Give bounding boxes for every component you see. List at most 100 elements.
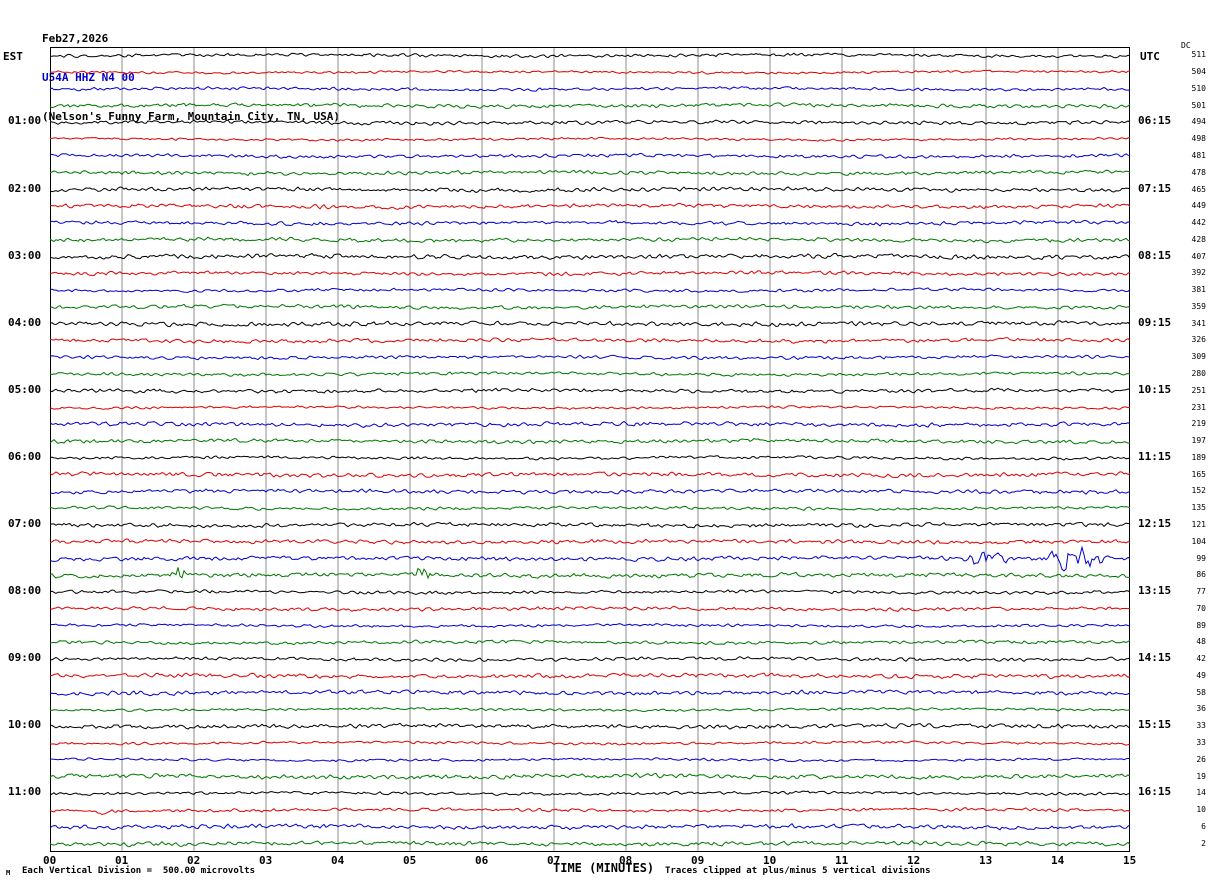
- est-hour-label: 11:00: [8, 785, 42, 799]
- x-tick-label: 04: [331, 854, 345, 867]
- seismo-trace-row-27: [50, 505, 1130, 511]
- seismo-trace-row-0: [50, 52, 1130, 59]
- dc-axis-title: DC: [1181, 41, 1191, 50]
- est-hour-label: 10:00: [8, 718, 42, 732]
- dc-value-label: 89: [1196, 620, 1206, 630]
- utc-hour-label: 14:15: [1138, 651, 1172, 665]
- x-tick-label: 14: [1051, 854, 1065, 867]
- seismo-trace-row-36: [50, 656, 1130, 663]
- x-tick-label: 03: [259, 854, 273, 867]
- utc-hour-label: 07:15: [1138, 181, 1172, 195]
- dc-value-label: 326: [1191, 335, 1206, 345]
- dc-value-label: 2: [1201, 838, 1206, 848]
- seismo-trace-row-1: [50, 69, 1130, 75]
- x-tick-label: 08: [619, 854, 633, 867]
- dc-value-label: 381: [1191, 285, 1206, 295]
- dc-value-label: 14: [1196, 788, 1206, 798]
- seismo-trace-row-28: [50, 521, 1130, 529]
- dc-value-label: 341: [1191, 318, 1206, 328]
- seismo-trace-row-35: [50, 639, 1130, 646]
- seismo-trace-row-14: [50, 287, 1130, 293]
- utc-hour-label: 10:15: [1138, 382, 1172, 396]
- dc-value-label: 49: [1196, 670, 1206, 680]
- dc-value-label: 407: [1191, 251, 1206, 261]
- dc-value-label: 6: [1201, 821, 1206, 831]
- header-date: Feb27,2026: [42, 32, 109, 45]
- dc-value-label: 481: [1191, 151, 1206, 160]
- seismo-trace-row-15: [50, 303, 1130, 310]
- utc-hour-label: 16:15: [1138, 785, 1172, 799]
- dc-value-label: 99: [1196, 553, 1206, 563]
- dc-value-label: 42: [1196, 654, 1206, 664]
- dc-value-label: 501: [1191, 100, 1206, 110]
- dc-value-label: 165: [1191, 469, 1206, 479]
- dc-value-label: 510: [1191, 83, 1206, 93]
- scale-mark: M: [6, 869, 11, 877]
- x-tick-label: 00: [43, 854, 57, 867]
- dc-value-label: 36: [1196, 704, 1206, 714]
- seismo-trace-row-30: [50, 545, 1130, 572]
- dc-value-label: 251: [1191, 385, 1206, 395]
- seismo-trace-row-18: [50, 354, 1130, 361]
- seismo-trace-row-8: [50, 186, 1130, 194]
- seismo-trace-row-12: [50, 252, 1130, 261]
- seismo-trace-row-7: [50, 169, 1130, 177]
- dc-value-label: 33: [1196, 721, 1206, 731]
- dc-value-label: 121: [1191, 519, 1206, 529]
- seismo-trace-row-39: [50, 706, 1130, 713]
- seismo-trace-row-31: [50, 567, 1130, 580]
- header-location: (Nelson's Funny Farm, Mountain City, TN,…: [42, 110, 341, 123]
- dc-value-label: 48: [1196, 637, 1206, 647]
- seismo-trace-row-37: [50, 672, 1130, 680]
- seismo-trace-row-24: [50, 455, 1130, 461]
- utc-axis-title: UTC: [1140, 50, 1160, 63]
- dc-value-label: 26: [1196, 754, 1206, 764]
- seismo-trace-row-44: [50, 790, 1130, 797]
- x-tick-label: 05: [403, 854, 417, 867]
- dc-value-label: 104: [1191, 536, 1206, 546]
- seismo-trace-row-19: [50, 371, 1130, 377]
- seismo-trace-row-29: [50, 538, 1130, 545]
- x-tick-label: 10: [763, 854, 777, 867]
- header: Feb27,2026 U54A HHZ N4 00 (Nelson's Funn…: [42, 6, 340, 149]
- seismo-trace-row-5: [50, 136, 1130, 142]
- dc-value-label: 511: [1191, 50, 1206, 60]
- est-hour-label: 05:00: [8, 382, 42, 396]
- dc-value-label: 465: [1191, 184, 1206, 194]
- seismo-trace-row-23: [50, 438, 1130, 445]
- utc-hour-label: 06:15: [1138, 114, 1172, 128]
- seismo-trace-row-34: [50, 623, 1130, 629]
- x-tick-label: 02: [187, 854, 201, 867]
- dc-value-label: 504: [1191, 67, 1206, 77]
- seismo-trace-row-46: [50, 822, 1130, 831]
- seismo-trace-row-26: [50, 488, 1130, 495]
- seismo-trace-row-33: [50, 605, 1130, 612]
- utc-hour-label: 13:15: [1138, 584, 1172, 598]
- seismo-trace-row-17: [50, 337, 1130, 344]
- x-tick-label: 06: [475, 854, 489, 867]
- footer-scale-note: Each Vertical Division = 500.00 microvol…: [22, 866, 255, 876]
- dc-value-label: 33: [1196, 737, 1206, 747]
- utc-hour-label: 11:15: [1138, 449, 1172, 463]
- dc-value-label: 189: [1191, 452, 1206, 462]
- seismo-trace-row-38: [50, 689, 1130, 697]
- seismo-trace-row-47: [50, 839, 1130, 848]
- utc-hour-label: 15:15: [1138, 718, 1172, 732]
- dc-value-label: 449: [1191, 201, 1206, 211]
- seismo-trace-row-21: [50, 405, 1130, 411]
- dc-value-label: 392: [1191, 268, 1206, 278]
- dc-value-label: 219: [1191, 419, 1206, 429]
- seismo-trace-row-20: [50, 387, 1130, 394]
- x-tick-label: 11: [835, 854, 849, 867]
- dc-value-label: 86: [1196, 570, 1206, 580]
- seismo-trace-row-10: [50, 219, 1130, 227]
- seismo-trace-row-40: [50, 722, 1130, 730]
- seismo-trace-row-25: [50, 471, 1130, 479]
- dc-value-label: 309: [1191, 352, 1206, 362]
- utc-hour-label: 08:15: [1138, 248, 1172, 262]
- dc-value-label: 494: [1191, 117, 1206, 127]
- seismo-trace-row-41: [50, 740, 1130, 746]
- header-station: U54A HHZ N4 00: [42, 71, 135, 84]
- dc-value-label: 77: [1196, 587, 1206, 597]
